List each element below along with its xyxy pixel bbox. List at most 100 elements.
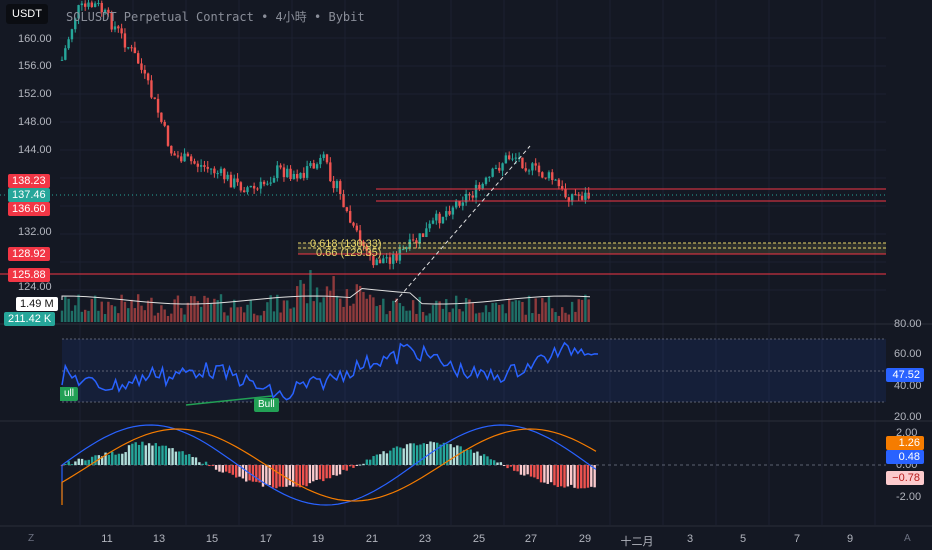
volume-bar	[153, 315, 156, 322]
volume-bar	[564, 312, 567, 322]
volume-bar	[319, 302, 322, 322]
rsi-tick: 60.00	[894, 348, 922, 360]
candle-body	[431, 220, 435, 224]
volume-bar	[180, 308, 183, 322]
volume-bar	[458, 309, 461, 322]
macd-histogram-bar	[245, 465, 248, 482]
volume-bar	[163, 309, 166, 322]
macd-histogram-bar	[452, 447, 456, 465]
macd-histogram-bar	[258, 465, 261, 483]
volume-bar	[209, 303, 213, 322]
candle-body	[120, 28, 123, 34]
macd-histogram-bar	[161, 445, 164, 465]
volume-bar	[249, 299, 253, 322]
volume-bar	[226, 315, 229, 322]
macd-histogram-bar	[147, 443, 151, 465]
volume-bar	[587, 299, 590, 322]
candle-body	[392, 253, 395, 264]
macd-histogram-bar	[402, 448, 405, 465]
volume-bar	[547, 296, 551, 322]
candle-body	[352, 222, 355, 226]
volume-bar	[262, 310, 266, 322]
candle-body	[355, 225, 359, 231]
time-label: 17	[259, 533, 273, 545]
time-label: 19	[311, 533, 325, 545]
macd-histogram-bar	[154, 443, 157, 465]
candle-body	[557, 179, 561, 187]
macd-histogram-bar	[208, 465, 211, 467]
rsi-tick: 40.00	[894, 380, 922, 392]
candle-body	[332, 181, 335, 189]
macd-histogram-bar	[412, 443, 415, 465]
macd-histogram-bar	[184, 454, 188, 465]
macd-tick: -2.00	[896, 491, 922, 503]
candle-body	[544, 177, 547, 179]
candle-body	[266, 183, 269, 185]
macd-histogram-bar	[382, 451, 385, 465]
candle-body	[189, 156, 193, 162]
macd-histogram-bar	[580, 465, 583, 489]
time-label: 13	[152, 533, 166, 545]
macd-histogram-bar	[74, 461, 77, 465]
candle-body	[405, 247, 408, 250]
macd-histogram-bar	[64, 464, 67, 466]
macd-histogram-bar	[191, 457, 194, 465]
rsi-line	[61, 341, 599, 401]
candle-body	[438, 213, 441, 224]
macd-histogram-bar	[405, 444, 409, 465]
macd-histogram-bar	[392, 447, 395, 465]
macd-histogram-bar	[372, 456, 375, 465]
volume-bar	[170, 313, 173, 322]
macd-histogram-bar	[285, 465, 288, 487]
volume-bar	[83, 309, 87, 322]
zoom-reset-icon[interactable]: Z	[28, 533, 35, 544]
macd-histogram-bar	[131, 443, 134, 465]
fib-label-66: 0.66 (129.35)	[316, 247, 382, 259]
candle-body	[299, 172, 302, 179]
macd-histogram-bar	[164, 445, 168, 465]
currency-button[interactable]: USDT	[6, 4, 48, 24]
time-label: 27	[524, 533, 538, 545]
volume-bar	[507, 298, 511, 322]
fib-label-618: 0.618 (130.33)	[310, 238, 382, 250]
candle-body	[103, 9, 107, 13]
symbol-title: SOLUSDT Perpetual Contract	[66, 10, 254, 24]
macd-histogram-bar	[151, 445, 154, 465]
auto-scale-icon[interactable]: A	[904, 533, 911, 544]
candle-body	[176, 155, 180, 157]
volume-bar	[213, 298, 216, 322]
macd-histogram-bar	[519, 465, 523, 475]
candle-body	[534, 163, 537, 166]
candle-body	[123, 33, 127, 48]
macd-histogram-bar	[178, 451, 181, 465]
candle-body	[421, 233, 425, 237]
volume-bar	[570, 301, 574, 322]
candle-body	[504, 155, 508, 164]
time-label: 21	[365, 533, 379, 545]
candle-body	[547, 172, 551, 179]
volume-bar	[223, 312, 226, 322]
volume-bar	[332, 276, 335, 322]
candle-body	[252, 185, 256, 189]
volume-bar	[534, 298, 537, 322]
macd-signal-line	[61, 428, 597, 505]
volume-bar	[498, 304, 501, 322]
volume-bar	[557, 315, 561, 322]
macd-histogram-bar	[513, 465, 516, 471]
candle-body	[385, 257, 388, 259]
candle-body	[584, 192, 587, 200]
volume-bar	[70, 310, 74, 322]
macd-histogram-bar	[198, 462, 201, 465]
candle-body	[259, 181, 262, 189]
volume-bar	[140, 305, 143, 322]
macd-histogram-bar	[369, 459, 372, 465]
macd-histogram-bar	[87, 459, 90, 465]
macd-histogram-bar	[462, 449, 466, 465]
volume-bar	[286, 300, 289, 322]
volume-bar	[521, 301, 524, 322]
volume-bar	[173, 299, 176, 322]
candle-body	[329, 162, 332, 182]
volume-bar	[342, 306, 345, 322]
candle-body	[242, 190, 246, 193]
